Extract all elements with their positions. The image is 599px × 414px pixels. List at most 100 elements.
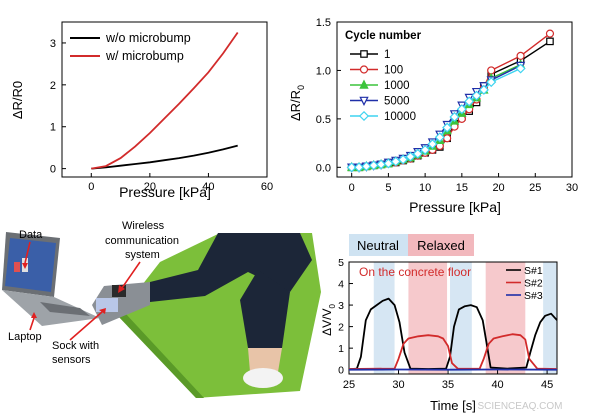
chart-a-frame [61,21,268,178]
label-sock-line-1: Sock with [52,340,99,352]
chart-b-point-10000 [434,132,445,143]
chart-b-point-10000 [464,96,475,107]
chart-b-frame [336,21,573,178]
chart-b-legend-label-1: 1 [384,49,390,61]
chart-d-band-neutral [450,262,472,374]
chart-b-point-100 [516,51,525,61]
chart-d-annotation: On the concrete floor [359,265,471,279]
chart-b-point-10000 [471,90,482,101]
chart-b-legend-title: Cycle number [345,30,422,42]
chart-b-point-10000 [398,154,409,165]
chart-a-x-tick-label: 0 [88,181,94,193]
arrow-laptop [29,317,35,331]
chart-b-point-10000 [478,84,489,95]
header-relaxed-band [408,234,474,256]
chart-d-frame [348,261,558,375]
watermark: SCIENCEAQ.COM [477,401,562,412]
chart-b-y-label-main: ΔR/R [288,90,303,121]
chart-b-x-tick-label: 20 [492,182,504,194]
chart-b-point-10000 [420,144,431,155]
chart-b-point-100 [545,29,555,38]
chart-d-band-relaxed [485,262,526,374]
mat-edge [118,314,204,398]
chart-b-legend-label-5000: 5000 [384,96,410,108]
chart-b-legend-label-100: 100 [384,65,403,77]
chart-d-y-tick-label: 1 [338,343,344,355]
chart-a-pressure-response: 0 20 40 60 0 1 2 3 Pressure [kPa] ΔR/R0 w/o mic… [10,21,273,200]
chart-b-legend-marker-1 [360,50,368,58]
chart-d-y-tick-label: 3 [338,300,344,312]
chart-b-legend-marker-100 [359,65,369,74]
chart-d-x-tick-label: 35 [442,379,454,391]
chart-b-x-axis-label: Pressure [kPa] [409,199,501,215]
chart-b-point-10000 [390,156,401,167]
chart-b-x-tick-label: 5 [385,182,391,194]
header-neutral-band [349,234,408,256]
chart-b-point-10000 [427,139,438,150]
chart-d-legend-label-S#1: S#1 [524,265,543,277]
person-lower-leg [240,270,290,348]
chart-d-legend: S#1S#2S#3 [506,265,543,302]
chart-b-y-axis-label: ΔR/R0 [288,85,306,121]
chart-d-band-neutral [373,262,395,374]
chart-d-legend-label-S#2: S#2 [524,278,543,290]
arrow-sock-head [99,308,106,314]
chart-a-series-line-1 [91,31,239,170]
chart-b-cycle-stability: 0 5 10 15 20 25 300.00.51.01.5 Pressure [kPa] … [288,17,578,215]
svg-text:ΔV/V0: ΔV/V0 [320,304,337,336]
annotation-arrows [22,241,141,341]
arrow-data [24,241,31,264]
chart-a-y-tick-label: 3 [50,38,56,50]
chart-b-legend-marker-1000 [359,79,369,89]
chart-b-y-tick-label: 1.0 [316,65,331,77]
chart-a-x-tick-label: 40 [202,181,214,193]
arrow-data-head [22,263,28,269]
chart-b-point-10000 [486,77,497,88]
chart-d-x-tick-label: 25 [343,379,355,391]
sensor-sock [92,282,150,325]
chart-a-x-tick-label: 20 [144,181,156,193]
chart-b-point-10000 [449,111,460,122]
laptop-screen [5,238,56,292]
chart-b-x-tick-label: 10 [419,182,431,194]
chart-a-x-tick-label: 60 [261,181,273,193]
chart-b-legend-label-10000: 10000 [384,111,416,123]
chart-b-legend: 1 100 1000 5000 10000 [350,49,416,123]
label-wireless-line-3: system [125,249,160,261]
chart-b-point-10000 [346,162,357,173]
chart-b-legend-marker-10000 [358,110,370,122]
chart-b-legend-label-1000: 1000 [384,80,410,92]
photo-experimental-setup: Data Wireless communication system Lapto… [2,220,321,398]
chart-b-y-tick-label: 1.5 [316,17,331,29]
chart-d-legend-label-S#3: S#3 [524,290,543,302]
chart-d-x-axis-label: Time [s] [430,398,476,413]
label-wireless-line-2: communication [105,235,179,247]
chart-a-legend: w/o microbump w/ microbump [70,31,191,63]
chart-d-y-label-subscript: 0 [328,304,337,309]
chart-b-y-label-subscript: 0 [296,85,306,90]
chart-b-point-10000 [405,151,416,162]
chart-b-x-tick-label: 0 [349,182,355,194]
chart-a-series-line-0 [91,144,238,170]
label-wireless-line-1: Wireless [122,220,165,232]
chart-b-x-tick-label: 15 [456,182,468,194]
arrow-sock [69,311,103,341]
legend-label-w-microbump: w/ microbump [105,49,184,63]
label-laptop: Laptop [8,331,42,343]
chart-b-point-10000 [383,158,394,169]
chart-d-y-tick-label: 4 [338,279,344,291]
chart-d-y-axis-label: ΔV/V0 [320,304,337,336]
chart-d-x-tick-label: 40 [491,379,503,391]
chart-b-point-10000 [412,148,423,159]
arrow-wireless [121,261,141,289]
data-bar-1 [14,262,20,272]
label-data: Data [19,229,43,241]
chart-d-y-tick-label: 2 [338,322,344,334]
chart-b-x-tick-label: 30 [566,182,578,194]
chart-b-x-tick-label: 25 [529,182,541,194]
chart-a-y-axis-label: ΔR/R0 [10,81,25,119]
svg-text:ΔR/R0: ΔR/R0 [288,85,306,121]
person-ankle [248,348,282,372]
